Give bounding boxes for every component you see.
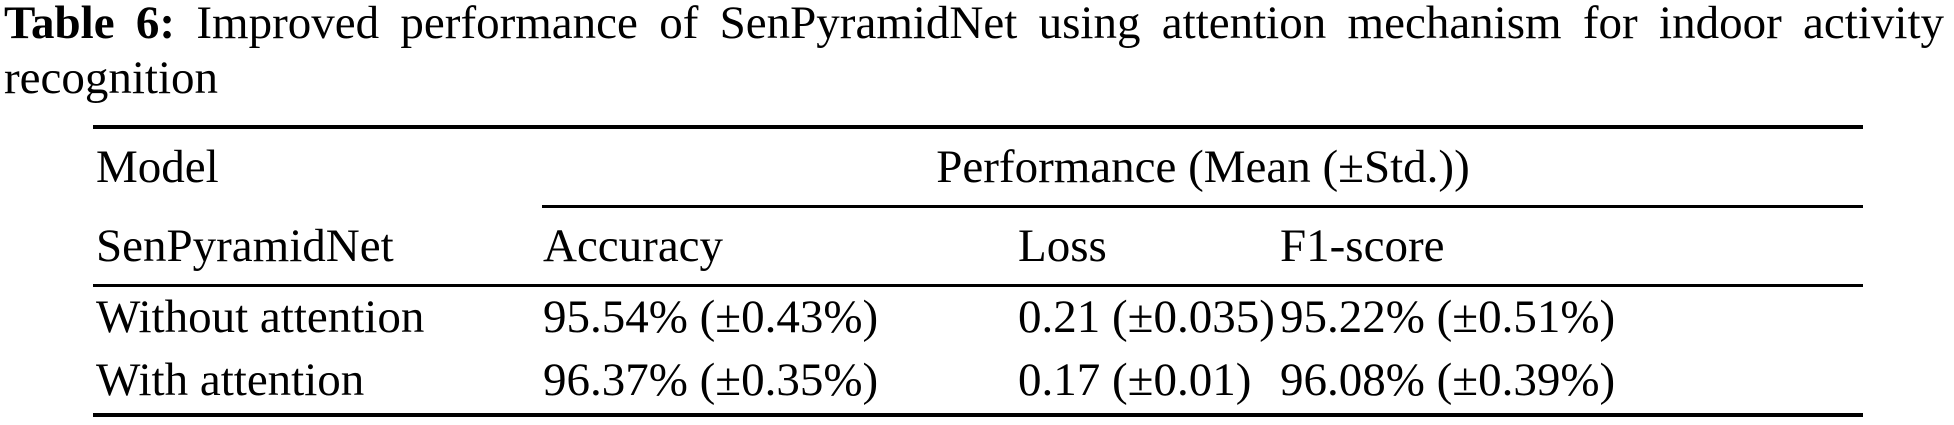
table-bottom-rule bbox=[93, 413, 1863, 417]
caption-text: Improved performance of SenPyramidNet us… bbox=[196, 0, 1945, 49]
table-row: Without attention 95.54% (±0.43%) 0.21 (… bbox=[93, 287, 1863, 347]
header-model: Model bbox=[96, 141, 219, 193]
row-accuracy-cell: 96.37% (±0.35%) bbox=[543, 354, 879, 406]
table-header-row-2: SenPyramidNet Accuracy Loss F1-score bbox=[93, 208, 1863, 284]
header-accuracy: Accuracy bbox=[543, 220, 724, 272]
table-top-rule bbox=[93, 125, 1863, 129]
table-header-row-1: Model Performance (Mean (±Std.)) bbox=[93, 129, 1863, 205]
caption-line-1: Table 6: Improved performance of SenPyra… bbox=[4, 0, 1944, 51]
table-cmid-rule bbox=[542, 205, 1863, 208]
row-accuracy-cell: 95.54% (±0.43%) bbox=[543, 291, 879, 343]
header-senpyramidnet: SenPyramidNet bbox=[96, 220, 394, 272]
caption-line-2: recognition bbox=[4, 52, 219, 104]
row-f1-cell: 95.22% (±0.51%) bbox=[1280, 291, 1616, 343]
row-f1-cell: 96.08% (±0.39%) bbox=[1280, 354, 1616, 406]
header-performance-span: Performance (Mean (±Std.)) bbox=[936, 141, 1470, 193]
header-loss: Loss bbox=[1018, 220, 1107, 272]
table-caption: Table 6: Improved performance of SenPyra… bbox=[4, 0, 1944, 106]
results-table: Model Performance (Mean (±Std.)) SenPyra… bbox=[93, 125, 1863, 417]
row-model-cell: Without attention bbox=[96, 291, 425, 343]
row-loss-cell: 0.17 (±0.01) bbox=[1018, 354, 1252, 406]
table-row: With attention 96.37% (±0.35%) 0.17 (±0.… bbox=[93, 347, 1863, 413]
caption-table-number: Table 6: bbox=[4, 0, 176, 49]
row-loss-cell: 0.21 (±0.035) bbox=[1018, 291, 1275, 343]
table-mid-rule bbox=[93, 284, 1863, 287]
row-model-cell: With attention bbox=[96, 354, 365, 406]
header-f1-score: F1-score bbox=[1280, 220, 1445, 272]
